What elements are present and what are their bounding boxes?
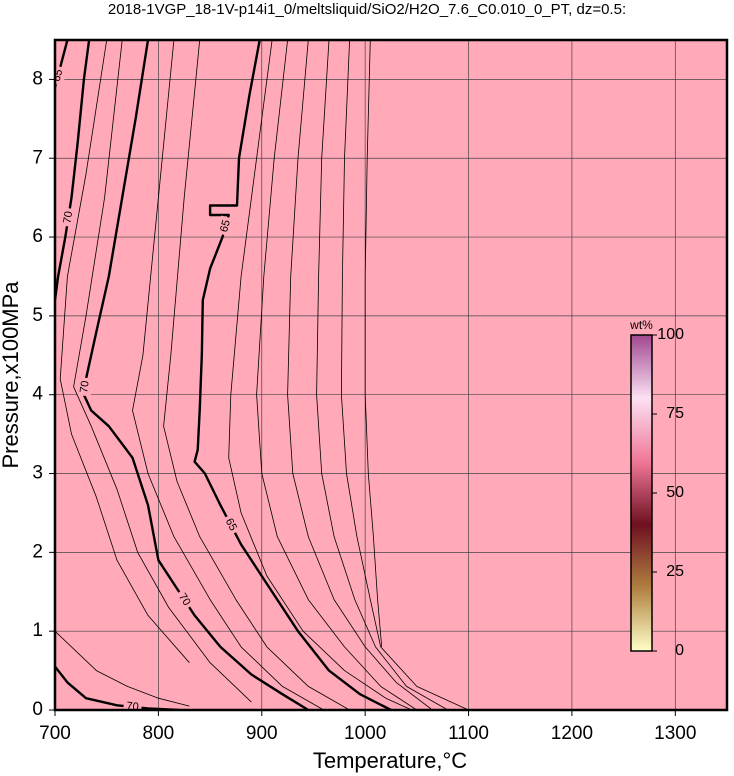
colorbar-tick-label: 100 <box>657 326 684 343</box>
y-axis-label: Pressure,x100MPa <box>0 281 23 469</box>
colorbar <box>630 334 653 652</box>
contour-label-bg <box>216 215 235 237</box>
x-tick-label: 1300 <box>654 723 696 744</box>
contour-label-bg <box>55 64 68 86</box>
x-tick-label: 1000 <box>344 723 386 744</box>
contour-label-bg <box>122 698 143 710</box>
contour-line <box>55 665 180 710</box>
contour-line <box>82 40 309 710</box>
colorbar-label: wt% <box>629 318 653 332</box>
contour-label: 70 <box>78 380 91 394</box>
contour-line <box>256 40 418 710</box>
x-tick-label: 900 <box>246 723 278 744</box>
plot-background <box>55 40 727 710</box>
contour-line <box>193 40 392 710</box>
x-tick-label: 700 <box>39 723 71 744</box>
contour-label: 70 <box>176 591 193 608</box>
y-tick-label: 8 <box>32 68 43 89</box>
contours: 70 70 65 65 70 65 70 <box>51 40 469 713</box>
contour-label: 70 <box>126 700 139 713</box>
contour-label-bg <box>220 513 242 536</box>
contour-label: 65 <box>223 517 239 533</box>
contour-label-bg <box>76 376 94 397</box>
contour-line <box>73 40 252 703</box>
x-axis-label: Temperature,°C <box>313 748 467 773</box>
y-tick-label: 5 <box>32 305 43 326</box>
chart-title: 2018-1VGP_18-1V-p14i1_0/meltsliquid/SiO2… <box>108 1 626 18</box>
x-tick-label: 800 <box>143 723 175 744</box>
y-tick-label: 3 <box>32 463 43 484</box>
contour-line <box>341 40 469 710</box>
contour-line <box>132 40 324 710</box>
x-tick-label: 1200 <box>551 723 593 744</box>
contour-line <box>55 630 190 707</box>
contour-label: 65 <box>51 68 66 83</box>
contour-line <box>228 40 412 710</box>
y-tick-label: 6 <box>32 226 43 247</box>
colorbar-tick-label: 0 <box>675 642 684 659</box>
contour-label: 70 <box>61 210 75 224</box>
contour-label-bg <box>173 588 196 612</box>
x-tick-label: 1100 <box>448 723 489 744</box>
y-tick-label: 7 <box>32 147 43 168</box>
colorbar-tick-label: 25 <box>666 563 684 580</box>
contour-line <box>55 40 91 301</box>
contour-line <box>364 40 383 647</box>
contour-line <box>59 40 190 663</box>
colorbar-tick-label: 75 <box>666 405 684 422</box>
colorbar-tick-label: 50 <box>666 484 684 501</box>
plot-frame <box>53 38 729 712</box>
y-tick-label: 4 <box>32 384 43 405</box>
y-tick-label: 1 <box>32 620 43 641</box>
y-tick-label: 2 <box>32 541 43 562</box>
contour-line <box>316 40 449 710</box>
contour-label-bg <box>60 207 77 228</box>
contour-line <box>287 40 433 710</box>
y-tick-label: 0 <box>32 699 43 720</box>
contour-label: 65 <box>218 218 233 233</box>
contour-line <box>163 40 350 710</box>
